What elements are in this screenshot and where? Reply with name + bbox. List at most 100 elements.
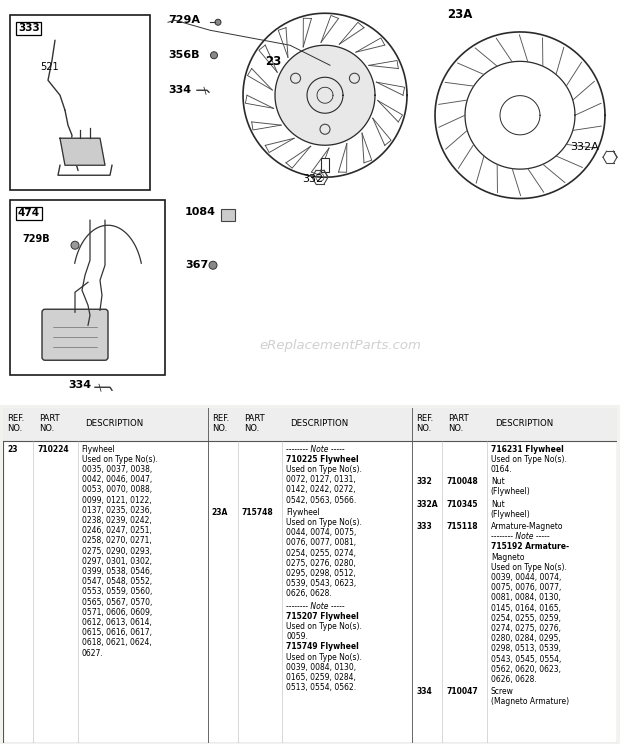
Text: DESCRIPTION: DESCRIPTION [86,419,144,428]
FancyBboxPatch shape [221,209,235,221]
Text: -------- Note -----: -------- Note ----- [286,602,345,611]
Text: 0562, 0620, 0623,: 0562, 0620, 0623, [491,664,560,674]
Text: 332A: 332A [416,500,438,509]
Text: 716231 Flywheel: 716231 Flywheel [491,445,564,454]
Text: 521: 521 [40,62,59,72]
Text: Used on Type No(s).: Used on Type No(s). [286,465,362,474]
Bar [10,15,150,190]
Text: 0298, 0513, 0539,: 0298, 0513, 0539, [491,644,560,653]
Text: -------- Note -----: -------- Note ----- [286,445,345,454]
Text: 0142, 0242, 0272,: 0142, 0242, 0272, [286,486,356,495]
Text: 332: 332 [416,477,432,487]
Text: 0246, 0247, 0251,: 0246, 0247, 0251, [82,526,151,535]
Text: 0039, 0084, 0130,: 0039, 0084, 0130, [286,663,356,672]
Text: 23A: 23A [447,8,472,22]
Text: 715207 Flywheel: 715207 Flywheel [286,612,359,620]
Text: 715749 Flywheel: 715749 Flywheel [286,642,359,651]
Text: Nut: Nut [491,477,505,487]
Text: 334: 334 [416,687,432,696]
Text: 0280, 0284, 0295,: 0280, 0284, 0295, [491,634,560,643]
Text: Armature-Magneto: Armature-Magneto [491,522,564,531]
Text: 0618, 0621, 0624,: 0618, 0621, 0624, [82,638,151,647]
Text: Screw: Screw [491,687,513,696]
Text: 729B: 729B [22,234,50,244]
Text: PART
NO.: PART NO. [244,414,265,432]
Text: Used on Type No(s).: Used on Type No(s). [286,518,362,527]
Text: 0072, 0127, 0131,: 0072, 0127, 0131, [286,475,356,484]
Text: Flywheel: Flywheel [286,508,320,517]
Text: Used on Type No(s).: Used on Type No(s). [286,622,362,631]
Text: 0165, 0259, 0284,: 0165, 0259, 0284, [286,673,356,682]
Text: 710225 Flywheel: 710225 Flywheel [286,455,359,464]
Text: PART
NO.: PART NO. [448,414,469,432]
Text: 0547, 0548, 0552,: 0547, 0548, 0552, [82,577,152,586]
Text: 0053, 0070, 0088,: 0053, 0070, 0088, [82,486,152,495]
Text: Flywheel: Flywheel [82,445,115,454]
Text: 332A: 332A [570,142,599,153]
Text: 23: 23 [265,55,281,68]
Polygon shape [275,45,375,145]
Text: 0627.: 0627. [82,649,104,658]
Text: 0044, 0074, 0075,: 0044, 0074, 0075, [286,528,356,537]
Text: (Flywheel): (Flywheel) [491,510,531,519]
Text: 710048: 710048 [446,477,478,487]
Text: Magneto: Magneto [491,553,525,562]
Text: 334: 334 [168,86,191,95]
Text: (Magneto Armature): (Magneto Armature) [491,697,569,706]
Bar [10,200,165,375]
Bar [321,158,329,173]
Text: -------- Note -----: -------- Note ----- [491,532,549,541]
Text: Used on Type No(s).: Used on Type No(s). [82,455,157,464]
FancyBboxPatch shape [42,310,108,360]
Text: 0612, 0613, 0614,: 0612, 0613, 0614, [82,618,151,627]
Text: 334: 334 [68,380,91,391]
Text: 0274, 0275, 0276,: 0274, 0275, 0276, [491,624,560,633]
Text: 0238, 0239, 0242,: 0238, 0239, 0242, [82,516,151,525]
Text: 356B: 356B [168,51,200,60]
Text: 333: 333 [416,522,432,531]
Text: 474: 474 [18,208,40,218]
Text: 0035, 0037, 0038,: 0035, 0037, 0038, [82,465,152,474]
Text: 367: 367 [185,260,208,270]
Text: 332: 332 [302,174,323,185]
Text: Used on Type No(s).: Used on Type No(s). [286,652,362,661]
Text: DESCRIPTION: DESCRIPTION [495,419,553,428]
Text: 715748: 715748 [242,508,273,517]
Circle shape [211,52,218,59]
Text: 0254, 0255, 0259,: 0254, 0255, 0259, [491,614,560,623]
Text: Used on Type No(s).: Used on Type No(s). [491,455,567,464]
Text: 0626, 0628.: 0626, 0628. [286,589,332,598]
Text: PART
NO.: PART NO. [39,414,60,432]
Polygon shape [60,138,105,165]
Text: 0565, 0567, 0570,: 0565, 0567, 0570, [82,597,152,606]
Text: 715118: 715118 [446,522,478,531]
Text: 729A: 729A [168,15,200,25]
Text: (Flywheel): (Flywheel) [491,487,531,496]
Bar [3,408,617,440]
Circle shape [209,261,217,269]
Text: REF.
NO.: REF. NO. [211,414,229,432]
Text: DESCRIPTION: DESCRIPTION [290,419,348,428]
Text: 710047: 710047 [446,687,478,696]
Text: 0571, 0606, 0609,: 0571, 0606, 0609, [82,608,152,617]
Text: 0275, 0290, 0293,: 0275, 0290, 0293, [82,547,151,556]
Text: 0042, 0046, 0047,: 0042, 0046, 0047, [82,475,152,484]
Text: eReplacementParts.com: eReplacementParts.com [259,339,421,352]
Text: 0275, 0276, 0280,: 0275, 0276, 0280, [286,559,356,568]
Text: 0164.: 0164. [491,465,513,474]
Text: 1084: 1084 [185,208,216,217]
Text: REF.
NO.: REF. NO. [7,414,24,432]
Circle shape [71,241,79,249]
Text: 0626, 0628.: 0626, 0628. [491,675,536,684]
Text: 710345: 710345 [446,500,478,509]
Text: 0553, 0559, 0560,: 0553, 0559, 0560, [82,588,152,597]
Text: 0295, 0298, 0512,: 0295, 0298, 0512, [286,569,356,578]
Text: Nut: Nut [491,500,505,509]
Text: 0076, 0077, 0081,: 0076, 0077, 0081, [286,539,356,548]
Text: 0099, 0121, 0122,: 0099, 0121, 0122, [82,496,151,504]
Text: 0258, 0270, 0271,: 0258, 0270, 0271, [82,536,151,545]
Text: 715192 Armature-: 715192 Armature- [491,542,569,551]
Text: 23: 23 [7,445,17,454]
Text: 0075, 0076, 0077,: 0075, 0076, 0077, [491,583,561,592]
Text: 0137, 0235, 0236,: 0137, 0235, 0236, [82,506,151,515]
